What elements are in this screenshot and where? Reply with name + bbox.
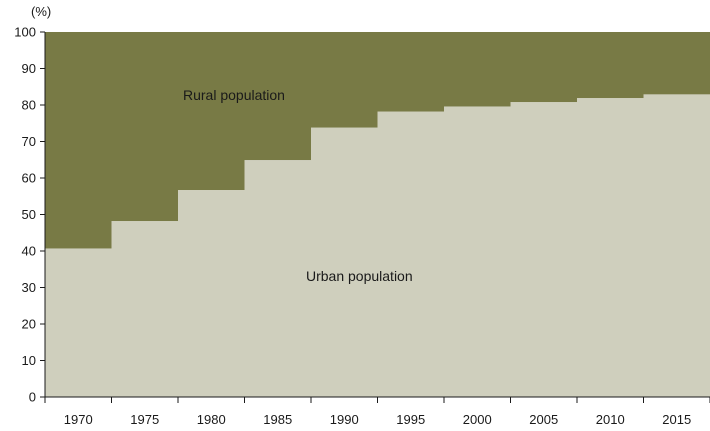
x-tick-label-2000: 2000 xyxy=(463,412,492,427)
x-tick-label-2015: 2015 xyxy=(662,412,691,427)
x-tick-label-2010: 2010 xyxy=(596,412,625,427)
y-axis-unit-label: (%) xyxy=(31,4,51,19)
urban-step-1995 xyxy=(377,111,444,397)
y-tick-label-40: 40 xyxy=(22,244,36,259)
x-tick-label-1995: 1995 xyxy=(396,412,425,427)
urban-step-1975 xyxy=(111,221,178,397)
urban-step-1980 xyxy=(178,190,245,397)
x-tick-label-1980: 1980 xyxy=(197,412,226,427)
x-tick-label-1970: 1970 xyxy=(64,412,93,427)
x-tick-label-2005: 2005 xyxy=(529,412,558,427)
y-tick-label-50: 50 xyxy=(22,207,36,222)
x-tick-label-1985: 1985 xyxy=(263,412,292,427)
y-tick-label-70: 70 xyxy=(22,134,36,149)
axes: 0 10 20 30 40 50 60 70 80 90 100 1970 1975 1980 1985 19… xyxy=(14,25,710,427)
y-tick-label-80: 80 xyxy=(22,98,36,113)
y-tick-label-100: 100 xyxy=(14,25,36,40)
urban-step-1970 xyxy=(45,248,112,397)
urban-step-1990 xyxy=(311,127,378,397)
y-tick-label-20: 20 xyxy=(22,317,36,332)
x-tick-label-1975: 1975 xyxy=(130,412,159,427)
y-tick-label-90: 90 xyxy=(22,61,36,76)
y-tick-label-30: 30 xyxy=(22,280,36,295)
y-tick-label-10: 10 xyxy=(22,353,36,368)
urban-step-2005 xyxy=(510,102,577,397)
urban-step-1985 xyxy=(244,160,311,397)
y-tick-label-60: 60 xyxy=(22,171,36,186)
urban-step-2015 xyxy=(643,94,710,397)
y-tick-label-0: 0 xyxy=(29,390,36,405)
urban-step-2000 xyxy=(444,106,511,398)
urban-step-2010 xyxy=(577,98,644,397)
urban-population-label: Urban population xyxy=(306,268,413,284)
x-tick-label-1990: 1990 xyxy=(330,412,359,427)
plot-area: Rural population Urban population xyxy=(45,32,710,398)
rural-population-label: Rural population xyxy=(183,87,285,103)
